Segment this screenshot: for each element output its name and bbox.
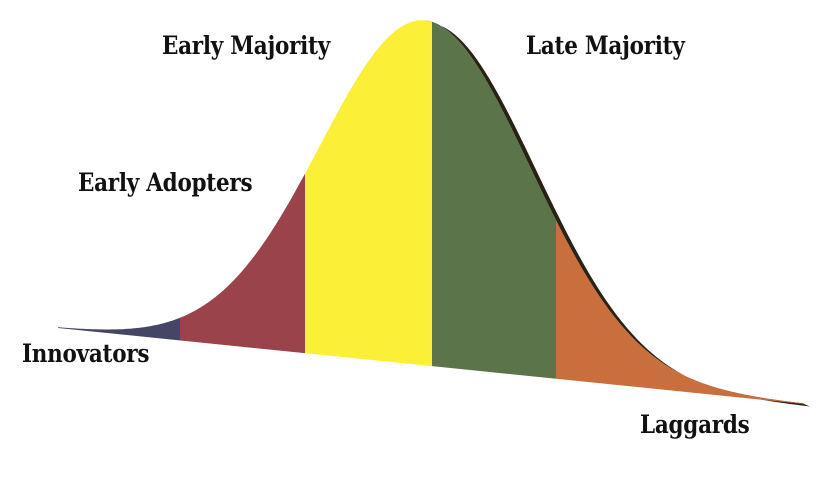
innovators-label: Innovators (22, 339, 150, 368)
early-majority-band (305, 20, 432, 404)
early-adopters-band (180, 20, 305, 404)
laggards-label: Laggards (640, 410, 750, 439)
innovators-band (58, 20, 180, 404)
late-majority-band (432, 20, 556, 404)
early-majority-label: Early Majority (162, 31, 330, 60)
late-majority-label: Late Majority (526, 31, 685, 60)
early-adopters-label: Early Adopters (78, 168, 253, 197)
